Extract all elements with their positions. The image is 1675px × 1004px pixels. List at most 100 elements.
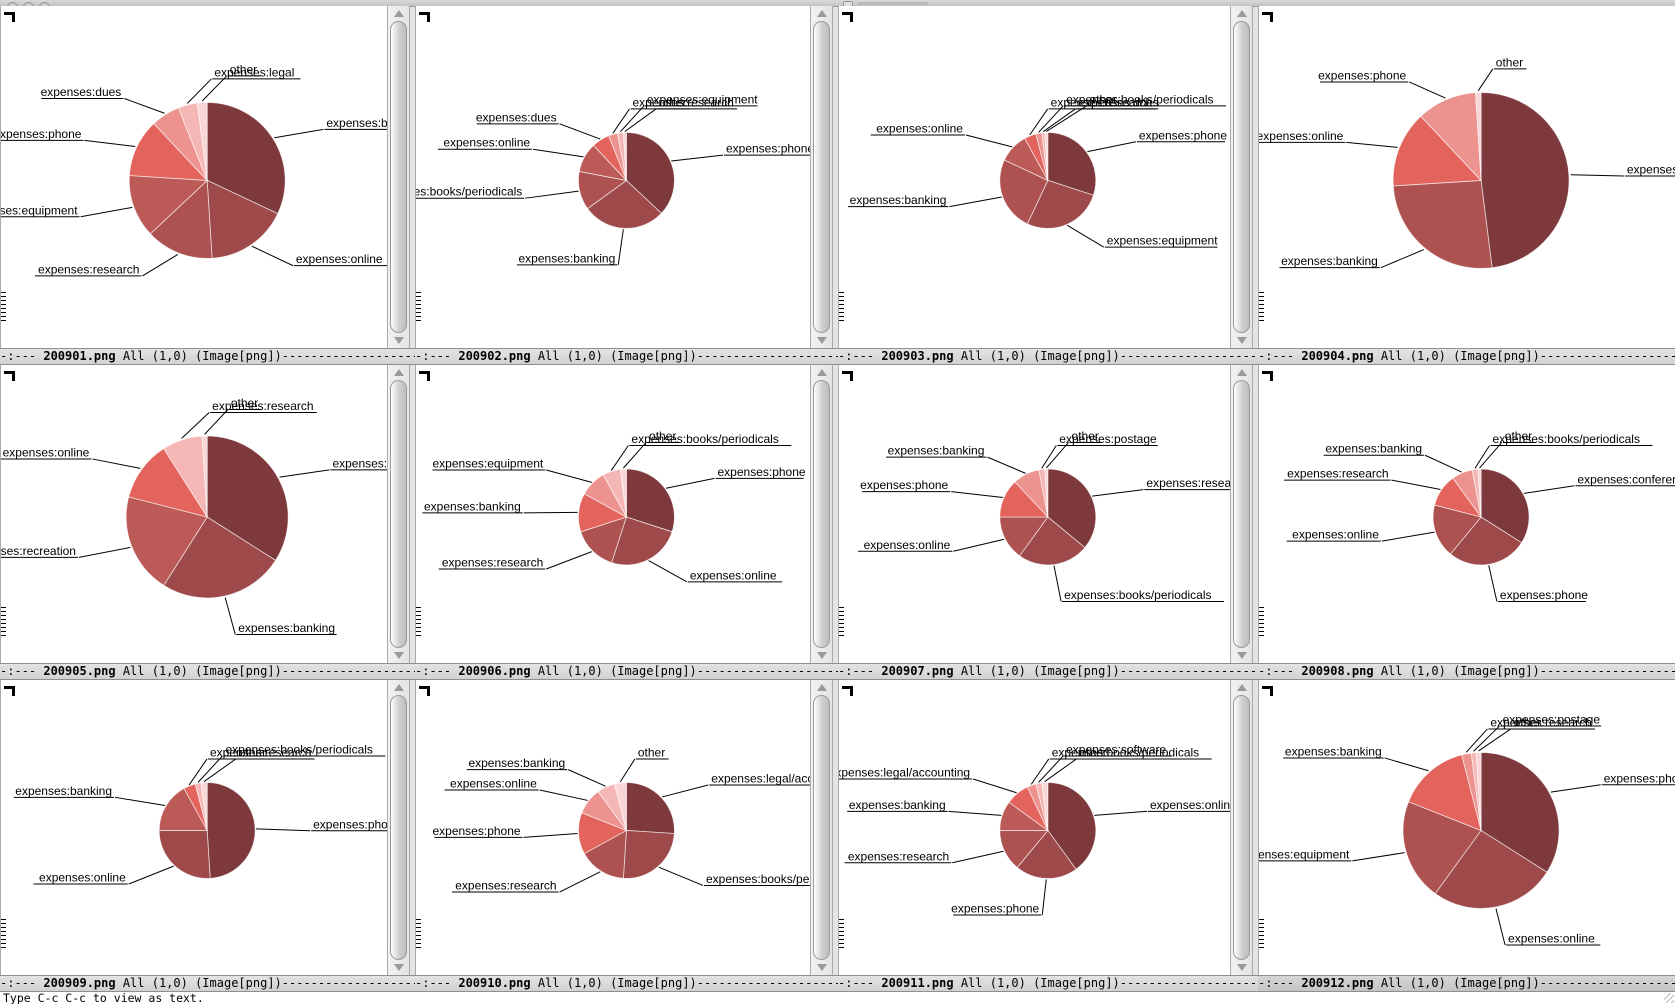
- modeline-buffer-name[interactable]: 200910.png: [458, 976, 531, 990]
- scrollbar[interactable]: [1230, 6, 1252, 348]
- mode-line[interactable]: -:--- 200907.png All (1,0) (Image[png])-…: [838, 663, 1258, 680]
- scrollbar-thumb[interactable]: [1233, 380, 1250, 648]
- modeline-buffer-name[interactable]: 200904.png: [1301, 349, 1374, 363]
- scroll-down-icon[interactable]: [816, 652, 827, 659]
- scroll-up-icon[interactable]: [1236, 684, 1247, 691]
- pie-slice: [1432, 504, 1482, 555]
- modeline-buffer-name[interactable]: 200909.png: [43, 976, 116, 990]
- scrollbar[interactable]: [387, 365, 409, 663]
- fringe-dashes-icon: [1, 919, 6, 949]
- emacs-window: expenses:phone expenses:banking expenses:b…: [415, 6, 833, 348]
- slice-label: expenses:phone: [1139, 128, 1227, 142]
- fringe-dashes-icon: [839, 919, 844, 949]
- modeline-buffer-name[interactable]: 200902.png: [458, 349, 531, 363]
- mode-line[interactable]: -:--- 200905.png All (1,0) (Image[png])-…: [0, 663, 415, 680]
- pie-slice: [1019, 516, 1086, 566]
- modeline-buffer-name[interactable]: 200911.png: [881, 976, 954, 990]
- mode-line[interactable]: -:--- 200904.png All (1,0) (Image[png])-…: [1258, 348, 1675, 365]
- scroll-up-icon[interactable]: [1236, 369, 1247, 376]
- pie-slice: [206, 102, 286, 215]
- mode-line[interactable]: -:--- 200908.png All (1,0) (Image[png])-…: [1258, 663, 1675, 680]
- slice-label: expenses:equipment: [433, 456, 544, 470]
- minibuffer[interactable]: Type C-c C-c to view as text.: [0, 992, 1675, 1004]
- image-buffer[interactable]: expenses:phone expenses:online expenses:re…: [416, 365, 810, 663]
- scroll-down-icon[interactable]: [1236, 652, 1247, 659]
- scroll-up-icon[interactable]: [816, 10, 827, 17]
- scrollbar-thumb[interactable]: [813, 21, 830, 333]
- mode-line[interactable]: -:--- 200902.png All (1,0) (Image[png])-…: [415, 348, 838, 365]
- scrollbar[interactable]: [1230, 365, 1252, 663]
- image-buffer[interactable]: expenses:legal/accounting expenses:books/…: [416, 680, 810, 975]
- scrollbar[interactable]: [387, 680, 409, 975]
- scroll-down-icon[interactable]: [393, 964, 404, 971]
- scroll-up-icon[interactable]: [393, 10, 404, 17]
- scrollbar-thumb[interactable]: [390, 21, 407, 333]
- image-buffer[interactable]: expenses:conferences expenses:phone expens…: [1259, 365, 1675, 663]
- scroll-down-icon[interactable]: [1236, 964, 1247, 971]
- image-buffer[interactable]: expenses:phone expenses:equipment expenses…: [839, 6, 1230, 348]
- scrollbar[interactable]: [810, 6, 832, 348]
- slice-label: expenses:equipment: [647, 92, 758, 106]
- scrollbar[interactable]: [810, 680, 832, 975]
- slice-label: expenses:online: [3, 445, 90, 459]
- scroll-up-icon[interactable]: [1236, 10, 1247, 17]
- pie-chart: expenses:research expenses:books/periodic…: [858, 429, 1230, 602]
- slice-label: expenses:online: [1508, 931, 1595, 945]
- scroll-up-icon[interactable]: [816, 369, 827, 376]
- scroll-down-icon[interactable]: [816, 337, 827, 344]
- scroll-up-icon[interactable]: [816, 684, 827, 691]
- pie-slice: [1475, 92, 1482, 181]
- scrollbar-thumb[interactable]: [390, 695, 407, 960]
- modeline-buffer-name[interactable]: 200905.png: [43, 664, 116, 678]
- slice-label: expenses:phone: [1604, 771, 1675, 785]
- modeline-buffer-name[interactable]: 200901.png: [43, 349, 116, 363]
- fringe-corner-icon: [4, 371, 15, 381]
- image-buffer[interactable]: expenses:banking expenses:online expenses:…: [1, 6, 387, 348]
- slice-label: expenses:banking: [850, 193, 947, 207]
- resize-grip-icon[interactable]: [1664, 993, 1674, 1003]
- image-buffer[interactable]: expenses:phone expenses:banking expenses:r…: [1, 365, 387, 663]
- image-buffer[interactable]: expenses:phone expenses:banking expenses:b…: [416, 6, 810, 348]
- scrollbar[interactable]: [387, 6, 409, 348]
- scrollbar-thumb[interactable]: [813, 695, 830, 960]
- mode-line[interactable]: -:--- 200909.png All (1,0) (Image[png])-…: [0, 975, 415, 992]
- image-buffer[interactable]: expenses:phone expenses:online expenses:eq…: [1259, 680, 1675, 975]
- mode-line[interactable]: -:--- 200906.png All (1,0) (Image[png])-…: [415, 663, 838, 680]
- scrollbar[interactable]: [810, 365, 832, 663]
- pie-chart: expenses:phone expenses:equipment expenses…: [848, 92, 1227, 248]
- slice-label: expenses:phone: [951, 901, 1039, 915]
- scrollbar-thumb[interactable]: [1233, 21, 1250, 333]
- scroll-down-icon[interactable]: [1236, 337, 1247, 344]
- mode-line[interactable]: -:--- 200910.png All (1,0) (Image[png])-…: [415, 975, 838, 992]
- pie-slice: [1480, 92, 1570, 269]
- pie-slice: [201, 435, 208, 518]
- modeline-buffer-name[interactable]: 200912.png: [1301, 976, 1374, 990]
- mode-line[interactable]: -:--- 200901.png All (1,0) (Image[png])-…: [0, 348, 415, 365]
- scroll-up-icon[interactable]: [393, 369, 404, 376]
- emacs-window: expenses:phone expenses:banking expenses:r…: [0, 365, 410, 663]
- scrollbar-thumb[interactable]: [813, 380, 830, 648]
- modeline-buffer-name[interactable]: 200906.png: [458, 664, 531, 678]
- mode-line[interactable]: -:--- 200912.png All (1,0) (Image[png])-…: [1258, 975, 1675, 992]
- modeline-buffer-name[interactable]: 200903.png: [881, 349, 954, 363]
- scrollbar-thumb[interactable]: [1233, 695, 1250, 960]
- modeline-buffer-name[interactable]: 200908.png: [1301, 664, 1374, 678]
- modeline-buffer-name[interactable]: 200907.png: [881, 664, 954, 678]
- scroll-up-icon[interactable]: [393, 684, 404, 691]
- scrollbar-thumb[interactable]: [390, 380, 407, 648]
- image-buffer[interactable]: expenses:phone expenses:online expenses:ba…: [1, 680, 387, 975]
- scroll-down-icon[interactable]: [816, 964, 827, 971]
- fringe-dashes-icon: [1259, 292, 1264, 322]
- emacs-window: expenses:phone expenses:online expenses:re…: [415, 365, 833, 663]
- slice-label: expenses:banking: [15, 784, 112, 798]
- image-buffer[interactable]: expenses:online expenses:phone expenses:re…: [839, 680, 1230, 975]
- mode-line[interactable]: -:--- 200911.png All (1,0) (Image[png])-…: [838, 975, 1258, 992]
- slice-label: expenses:research: [38, 262, 139, 276]
- scroll-down-icon[interactable]: [393, 337, 404, 344]
- image-buffer[interactable]: expenses:research expenses:books/periodic…: [839, 365, 1230, 663]
- pie-slice: [1016, 829, 1077, 879]
- mode-line[interactable]: -:--- 200903.png All (1,0) (Image[png])-…: [838, 348, 1258, 365]
- scroll-down-icon[interactable]: [393, 652, 404, 659]
- image-buffer[interactable]: expenses:research expenses:banking expense…: [1259, 6, 1675, 348]
- scrollbar[interactable]: [1230, 680, 1252, 975]
